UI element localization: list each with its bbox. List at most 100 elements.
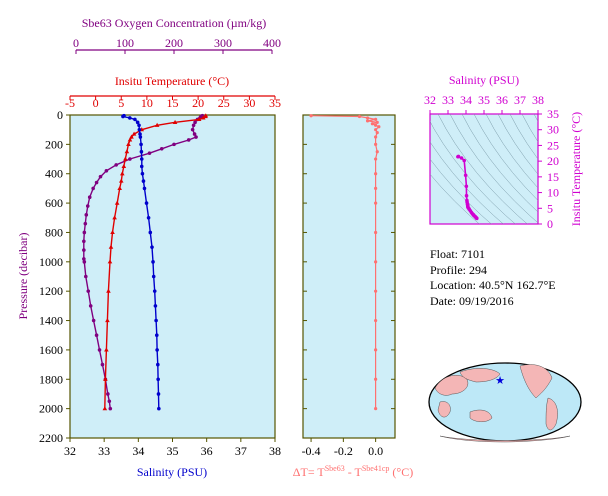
delta-t-point bbox=[365, 119, 370, 123]
oxygen-point bbox=[82, 260, 87, 264]
oxygen-point bbox=[190, 127, 195, 132]
oxygen-point bbox=[82, 257, 86, 261]
temperature-point bbox=[118, 178, 124, 183]
salinity-point bbox=[135, 120, 140, 125]
delta-t-point bbox=[370, 122, 375, 126]
temperature-point bbox=[127, 137, 133, 142]
temperature-point bbox=[102, 406, 108, 411]
salinity-point bbox=[150, 245, 154, 249]
salinity-axis-label: Salinity (PSU) bbox=[137, 465, 207, 479]
delta-t-point bbox=[374, 142, 378, 146]
ts-temperature-tick-label: 5 bbox=[547, 201, 553, 215]
temperature-point bbox=[119, 171, 125, 176]
delta-t-tick-label: -0.2 bbox=[334, 444, 353, 458]
delta-t-point bbox=[377, 125, 381, 129]
density-contours bbox=[430, 114, 538, 224]
oxygen-point bbox=[82, 248, 86, 252]
temperature-axis-ticks: -5 0 5 10 15 20 25 30 35 bbox=[65, 96, 281, 110]
oxygen-point bbox=[192, 132, 197, 136]
temperature-point bbox=[108, 244, 114, 249]
delta-t-point bbox=[374, 201, 378, 205]
location: Location: 40.5°N 162.7°E bbox=[430, 278, 556, 292]
pressure-tick-label: 2000 bbox=[39, 402, 63, 416]
ts-temperature-tick-label: 15 bbox=[547, 170, 559, 184]
density-contour bbox=[497, 114, 538, 175]
salinity-tick-label: 34 bbox=[132, 444, 144, 458]
salinity-point bbox=[155, 348, 159, 352]
delta-t-point bbox=[374, 128, 378, 132]
pressure-tick-label: 400 bbox=[45, 167, 63, 181]
oxygen-point bbox=[84, 213, 89, 217]
temperature-point bbox=[104, 347, 109, 352]
oxygen-point bbox=[98, 174, 103, 179]
salinity-point bbox=[154, 333, 159, 338]
salinity-tick-label: 38 bbox=[269, 444, 281, 458]
salinity-point bbox=[156, 377, 160, 382]
temperature-point bbox=[112, 215, 117, 220]
oxygen-point bbox=[128, 157, 132, 161]
salinity-point bbox=[139, 142, 143, 147]
ts-point bbox=[464, 193, 469, 198]
ts-temperature-tick-label: 10 bbox=[547, 186, 559, 200]
pressure-tick-label: 1400 bbox=[39, 314, 63, 328]
temperature-point bbox=[106, 288, 111, 293]
salinity-point bbox=[154, 318, 158, 323]
salinity-point bbox=[141, 179, 146, 183]
density-contour bbox=[430, 173, 480, 224]
salinity-point bbox=[127, 116, 132, 120]
density-contour bbox=[485, 114, 538, 189]
temperature-point bbox=[154, 122, 160, 127]
salinity-tick-label: 33 bbox=[98, 444, 110, 458]
ts-temperature-tick-label: 0 bbox=[547, 217, 553, 231]
oxygen-point bbox=[94, 180, 99, 185]
salinity-point bbox=[151, 260, 155, 264]
pressure-tick-label: 1800 bbox=[39, 372, 63, 386]
delta-t-point bbox=[374, 260, 378, 264]
map-land-africa bbox=[437, 401, 451, 418]
pressure-tick-label: 200 bbox=[45, 137, 63, 151]
ts-temperature-tick-label: 35 bbox=[547, 107, 559, 121]
ts-point bbox=[462, 158, 467, 163]
density-contour bbox=[461, 114, 538, 213]
density-contour bbox=[521, 114, 538, 143]
ts-salinity-tick-label: 38 bbox=[532, 93, 544, 107]
delta-t-point bbox=[374, 318, 378, 323]
pressure-tick-label: 1600 bbox=[39, 343, 63, 357]
temperature-point bbox=[129, 134, 134, 139]
density-contour bbox=[509, 114, 538, 160]
ts-temperature-tick-label: 25 bbox=[547, 138, 559, 152]
map-land-antarctica bbox=[439, 435, 571, 443]
map-land-australia bbox=[469, 409, 493, 422]
temperature-tick-label: 35 bbox=[269, 96, 281, 110]
temperature-tick-label: 30 bbox=[243, 96, 255, 110]
delta-t-point bbox=[375, 131, 379, 135]
oxygen-point bbox=[193, 120, 197, 125]
temperature-tick-label: 10 bbox=[141, 96, 153, 110]
salinity-tick-label: 37 bbox=[235, 444, 247, 458]
oxygen-point bbox=[86, 289, 91, 293]
salinity-point bbox=[156, 392, 161, 396]
density-contour bbox=[449, 114, 538, 224]
oxygen-point bbox=[82, 239, 86, 244]
pressure-tick-label: 1000 bbox=[39, 255, 63, 269]
salinity-point bbox=[148, 230, 153, 235]
temperature-tick-label: 15 bbox=[167, 96, 179, 110]
delta-t-point bbox=[365, 116, 370, 120]
pressure-axis-ticks: 0 200 400 600 800 1000 1200 1400 1600 1800 2000 220… bbox=[39, 108, 70, 445]
salinity-point bbox=[139, 164, 144, 169]
ts-point bbox=[456, 154, 460, 159]
salinity-point bbox=[152, 289, 157, 293]
map-land-north-america bbox=[519, 364, 553, 399]
oxygen-point bbox=[91, 186, 95, 191]
temperature-point bbox=[107, 259, 113, 264]
oxygen-point bbox=[97, 348, 102, 352]
salinity-point bbox=[139, 157, 144, 161]
salinity-point bbox=[139, 149, 144, 154]
temperature-point bbox=[103, 376, 108, 381]
profile-panel bbox=[69, 114, 276, 439]
oxygen-tick-label: 100 bbox=[116, 36, 134, 50]
delta-t-panel bbox=[302, 114, 396, 439]
pressure-axis-label: Pressure (decibar) bbox=[16, 233, 30, 320]
date: Date: 09/19/2016 bbox=[430, 293, 514, 308]
